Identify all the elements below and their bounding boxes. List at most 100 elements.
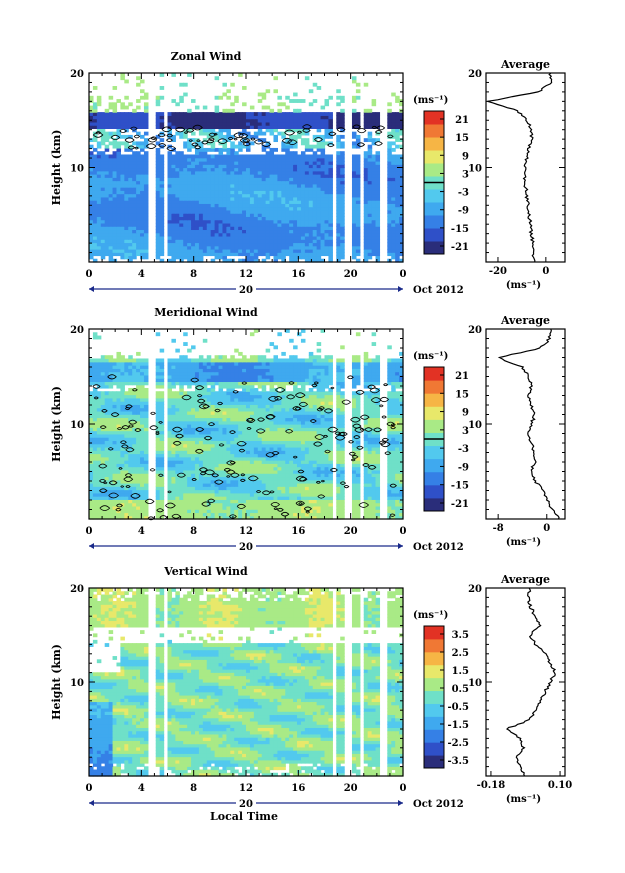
heatmap-cell: [143, 118, 149, 123]
heatmap-cell: [363, 125, 369, 129]
heatmap-cell: [312, 502, 318, 507]
heatmap-cell: [140, 515, 145, 520]
heatmap-cell: [238, 190, 243, 195]
heatmap-cell: [202, 222, 208, 227]
heatmap-cell: [171, 209, 176, 214]
heatmap-cell: [183, 213, 188, 217]
heatmap-cell: [112, 502, 118, 507]
heatmap-cell: [304, 496, 310, 500]
heatmap-cell: [140, 466, 145, 471]
heatmap-cell: [140, 229, 145, 234]
heatmap-cell: [230, 473, 235, 478]
heatmap-cell: [371, 509, 377, 514]
heatmap-cell: [191, 446, 196, 451]
heatmap-cell: [218, 154, 224, 159]
heatmap-cell: [89, 154, 94, 159]
heatmap-cell: [179, 112, 184, 116]
heatmap-cell: [363, 248, 369, 253]
heatmap-cell: [399, 515, 404, 520]
heatmap-cell: [112, 440, 118, 445]
heatmap-cell: [124, 200, 129, 204]
heatmap-cell: [183, 187, 188, 191]
heatmap-cell: [214, 164, 220, 169]
heatmap-cell: [269, 147, 275, 152]
heatmap-cell: [222, 222, 227, 227]
heatmap-cell: [194, 463, 200, 468]
heatmap-cell: [249, 183, 255, 188]
heatmap-cell: [120, 496, 125, 500]
heatmap-cell: [136, 450, 141, 455]
heatmap-cell: [132, 502, 137, 507]
heatmap-cell: [387, 248, 392, 253]
heatmap-cell: [89, 499, 94, 504]
heatmap-cell: [194, 492, 200, 497]
heatmap-cell: [293, 255, 298, 260]
heatmap-cell: [100, 193, 106, 198]
heatmap-cell: [293, 170, 298, 175]
heatmap-cell: [246, 492, 251, 497]
heatmap-cell: [308, 469, 314, 474]
heatmap-cell: [399, 486, 404, 491]
heatmap-cell: [246, 245, 251, 250]
heatmap-cell: [257, 222, 263, 227]
heatmap-cell: [281, 115, 286, 120]
heatmap-cell: [171, 99, 176, 103]
heatmap-cell: [395, 187, 400, 191]
heatmap-cell: [234, 154, 239, 159]
heatmap-cell: [249, 160, 255, 165]
heatmap-cell: [92, 170, 98, 175]
heatmap-cell: [387, 141, 392, 146]
heatmap-cell: [230, 196, 235, 201]
heatmap-cell: [249, 502, 255, 507]
heatmap-cell: [108, 242, 114, 247]
heatmap-cell: [375, 187, 381, 191]
heatmap-cell: [395, 509, 400, 514]
heatmap-cell: [300, 489, 306, 494]
heatmap-cell: [363, 183, 369, 188]
heatmap-cell: [312, 466, 318, 471]
heatmap-cell: [96, 154, 102, 159]
heatmap-cell: [246, 463, 251, 468]
contour-segment: [327, 143, 335, 148]
heatmap-cell: [285, 486, 290, 491]
heatmap-cell: [304, 479, 310, 484]
heatmap-cell: [218, 515, 224, 520]
heatmap-cell: [183, 252, 188, 257]
heatmap-cell: [269, 229, 275, 234]
heatmap-cell: [112, 456, 118, 461]
heatmap-cell: [143, 216, 149, 221]
heatmap-cell: [285, 147, 290, 152]
heatmap-cell: [108, 190, 114, 195]
heatmap-cell: [391, 248, 396, 253]
heatmap-cell: [351, 112, 357, 116]
heatmap-cell: [230, 200, 235, 204]
heatmap-cell: [112, 476, 118, 481]
heatmap-cell: [324, 466, 330, 471]
heatmap-cell: [171, 258, 176, 263]
heatmap-cell: [171, 496, 176, 500]
heatmap-cell: [155, 200, 161, 204]
heatmap-cell: [297, 206, 302, 211]
heatmap-cell: [289, 118, 294, 123]
heatmap-cell: [320, 245, 326, 250]
heatmap-cell: [242, 121, 247, 126]
heatmap-cell: [214, 239, 220, 244]
heatmap-cell: [191, 482, 196, 487]
heatmap-cell: [399, 115, 404, 120]
heatmap-cell: [218, 206, 224, 211]
heatmap-cell: [281, 147, 286, 152]
heatmap-cell: [351, 492, 357, 497]
heatmap-cell: [257, 157, 263, 162]
heatmap-cell: [116, 245, 121, 250]
heatmap-cell: [312, 476, 318, 481]
heatmap-cell: [143, 151, 149, 156]
heatmap-cell: [167, 460, 173, 464]
heatmap-cell: [293, 235, 298, 240]
heatmap-cell: [297, 456, 302, 461]
heatmap-cell: [265, 450, 271, 455]
heatmap-cell: [261, 450, 267, 455]
heatmap-cell: [316, 115, 322, 120]
heatmap-cell: [159, 187, 165, 191]
heatmap-cell: [308, 164, 314, 169]
heatmap-cell: [183, 239, 188, 244]
